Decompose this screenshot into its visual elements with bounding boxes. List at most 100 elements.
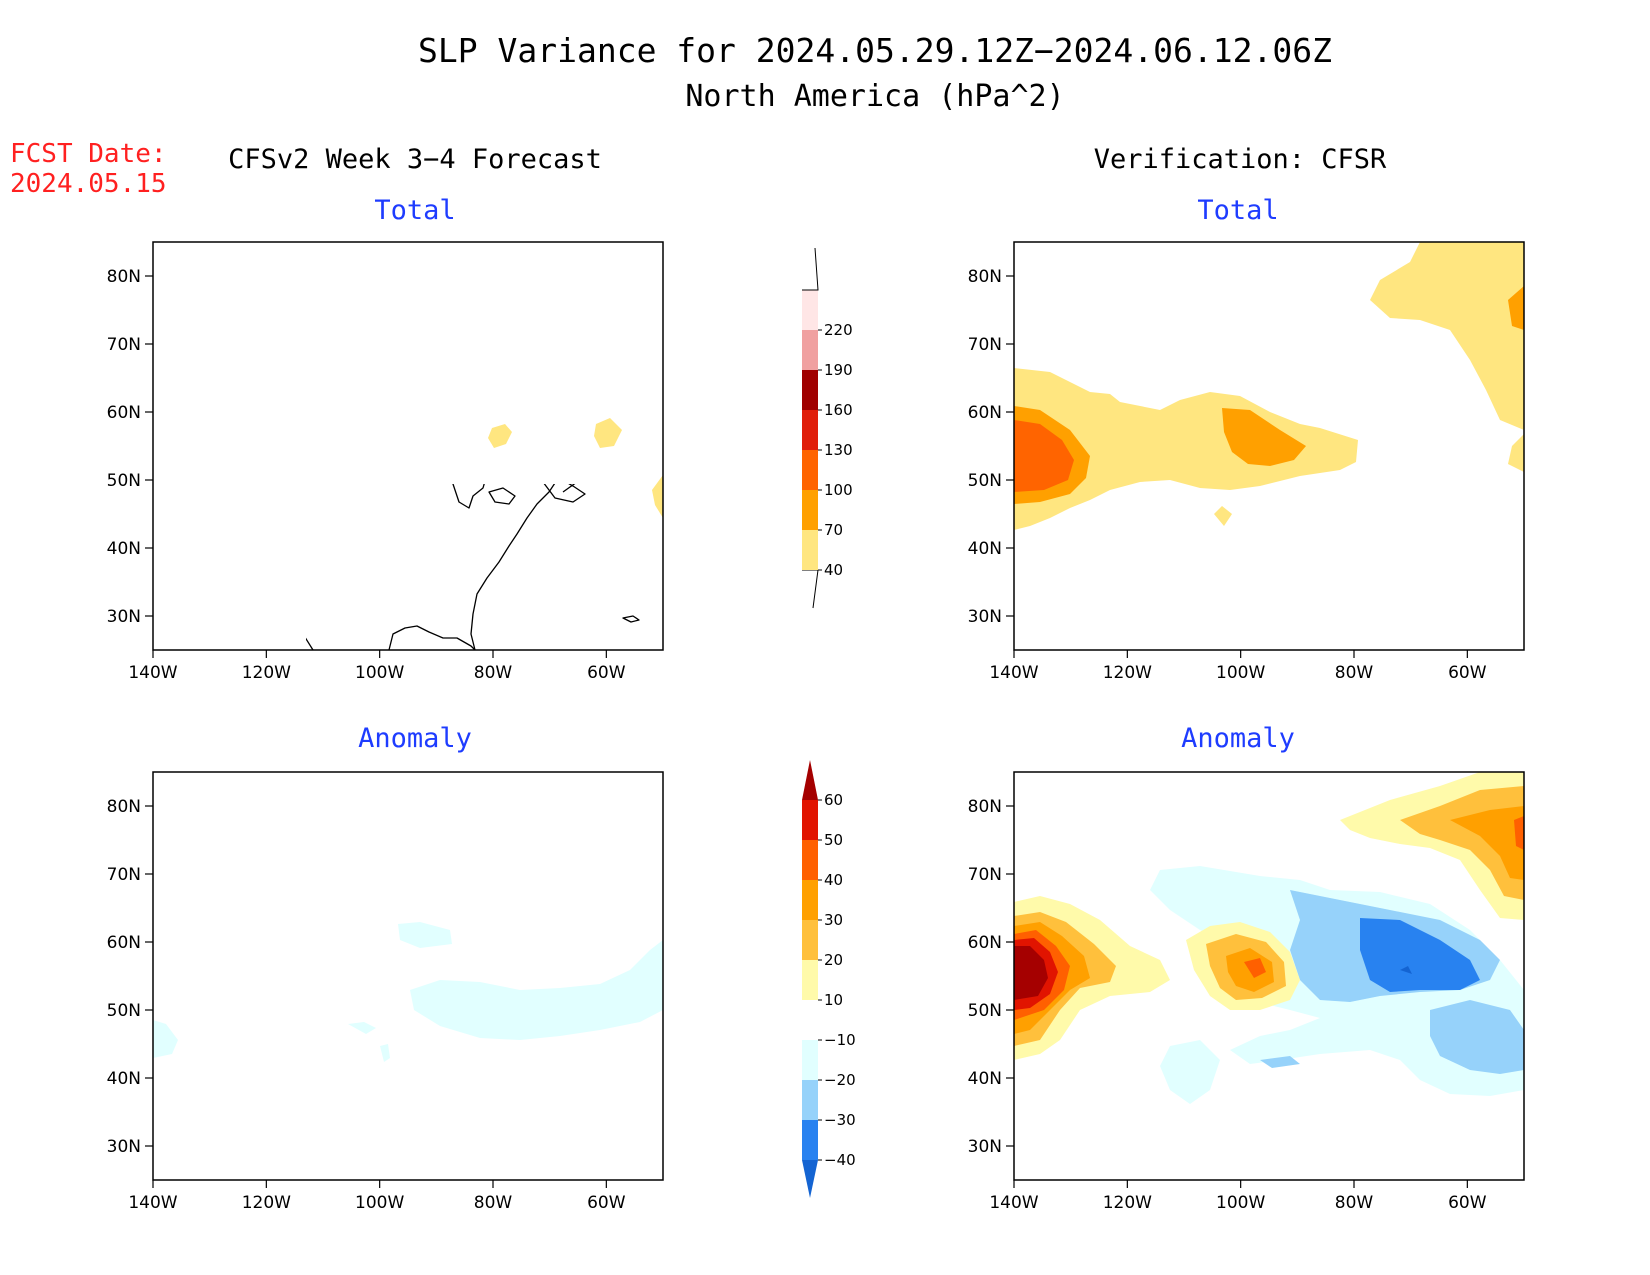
- coastline: [306, 484, 640, 651]
- colorbar-swatch: [802, 960, 818, 1000]
- lat-tick-label: 40N: [107, 539, 141, 559]
- colorbar-label: 70: [824, 521, 843, 539]
- fcst-total-title: Total: [374, 195, 455, 226]
- shaded-contours: [1014, 242, 1524, 530]
- colorbar-label: 60: [824, 791, 843, 809]
- fcst-date-label: FCST Date:: [10, 139, 167, 169]
- lat-tick-label: 40N: [107, 1069, 141, 1089]
- ver-total-title: Total: [1197, 195, 1278, 226]
- lon-tick-label: 120W: [242, 663, 291, 683]
- colorbar-label: 130: [824, 441, 853, 459]
- colorbar-swatch: [802, 1040, 818, 1080]
- coastline-segment: [488, 487, 516, 505]
- map-panel-verification-anomaly: 140W 120W 100W 80W 60W 30N 40N 50N 60N 70N 80N: [968, 771, 1525, 1213]
- lon-tick-label: 60W: [1448, 663, 1487, 683]
- lat-tick-label: 30N: [968, 1137, 1002, 1157]
- colorbar-lower-triangle: [802, 569, 819, 609]
- lat-tick-label: 30N: [107, 1137, 141, 1157]
- lat-tick-label: 60N: [968, 403, 1002, 423]
- shaded-contours: [153, 922, 663, 1062]
- lon-tick-label: 80W: [1335, 663, 1374, 683]
- lon-tick-label: 60W: [587, 1193, 626, 1213]
- lat-tick-label: 50N: [107, 471, 141, 491]
- lat-tick-label: 60N: [968, 933, 1002, 953]
- lat-tick-label: 70N: [968, 865, 1002, 885]
- colorbar-swatch: [802, 920, 818, 960]
- colorbar-swatch: [802, 330, 818, 370]
- coastline-segment: [543, 484, 586, 503]
- lon-tick-label: 120W: [1103, 663, 1152, 683]
- colorbar-label: 190: [824, 361, 853, 379]
- map-frame: [152, 241, 664, 651]
- colorbar-anomaly: −40 −30 −20 −10 10 20 30 40 50 60: [802, 760, 856, 1198]
- axis-ticks: 140W 120W 100W 80W 60W 30N 40N 50N 60N 70N 80N: [968, 267, 1487, 683]
- lat-tick-label: 80N: [107, 797, 141, 817]
- lon-tick-label: 80W: [474, 1193, 513, 1213]
- lon-tick-label: 100W: [355, 1193, 404, 1213]
- lon-tick-label: 60W: [587, 663, 626, 683]
- lat-tick-label: 50N: [107, 1001, 141, 1021]
- lon-tick-label: 100W: [355, 663, 404, 683]
- colorbar-swatch: [802, 840, 818, 880]
- main-subtitle: North America (hPa^2): [685, 79, 1064, 114]
- colorbar-label: 220: [824, 321, 853, 339]
- shaded-contours: [488, 418, 663, 518]
- colorbar-total: 40 70 100 130 160 190 220: [802, 247, 853, 609]
- map-panel-verification-total: 140W 120W 100W 80W 60W 30N 40N 50N 60N 70N 80N: [968, 241, 1525, 683]
- colorbar-swatch: [802, 410, 818, 450]
- colorbar-label: 40: [824, 561, 843, 579]
- lon-tick-label: 80W: [1335, 1193, 1374, 1213]
- lat-tick-label: 50N: [968, 1001, 1002, 1021]
- colorbar-swatch: [802, 800, 818, 840]
- colorbar-label: 30: [824, 911, 843, 929]
- colorbar-swatch: [802, 880, 818, 920]
- colorbar-swatch: [802, 450, 818, 490]
- colorbar-label: −30: [824, 1111, 856, 1129]
- lat-tick-label: 70N: [107, 865, 141, 885]
- colorbar-label: 40: [824, 871, 843, 889]
- colorbar-swatch: [802, 370, 818, 410]
- colorbar-swatch: [802, 1120, 818, 1160]
- lat-tick-label: 80N: [968, 267, 1002, 287]
- fcst-anom-title: Anomaly: [358, 723, 472, 754]
- axis-ticks: 140W 120W 100W 80W 60W 30N 40N 50N 60N 70N 80N: [107, 797, 626, 1213]
- colorbar-swatch: [802, 490, 818, 530]
- fcst-date-value: 2024.05.15: [10, 169, 167, 199]
- map-frame: [152, 771, 664, 1181]
- colorbar-swatch: [802, 290, 818, 330]
- coastline-segment: [470, 484, 556, 651]
- colorbar-lower-triangle: [802, 1160, 818, 1198]
- coastline-segment: [452, 484, 485, 509]
- colorbar-label: −40: [824, 1151, 856, 1169]
- colorbar-swatch: [802, 1000, 818, 1040]
- lat-tick-label: 60N: [107, 933, 141, 953]
- left-column-heading: CFSv2 Week 3−4 Forecast: [228, 144, 602, 175]
- lon-tick-label: 100W: [1216, 1193, 1265, 1213]
- map-frame: [1013, 771, 1525, 1181]
- colorbar-label: 10: [824, 991, 843, 1009]
- lon-tick-label: 140W: [989, 1193, 1038, 1213]
- lon-tick-label: 140W: [128, 1193, 177, 1213]
- lat-tick-label: 40N: [968, 1069, 1002, 1089]
- lat-tick-label: 80N: [107, 267, 141, 287]
- colorbar-swatch: [802, 530, 818, 570]
- colorbar-label: −10: [824, 1031, 856, 1049]
- map-panel-forecast-total: 140W 120W 100W 80W 60W 30N 40N 50N 60N 70N 80N: [107, 241, 664, 683]
- map-frame: [1013, 241, 1525, 651]
- lon-tick-label: 120W: [1103, 1193, 1152, 1213]
- lon-tick-label: 60W: [1448, 1193, 1487, 1213]
- lon-tick-label: 120W: [242, 1193, 291, 1213]
- colorbar-label: 50: [824, 831, 843, 849]
- lon-tick-label: 140W: [128, 663, 177, 683]
- colorbar-label: 20: [824, 951, 843, 969]
- colorbar-label: 100: [824, 481, 853, 499]
- coastline-segment: [388, 625, 476, 651]
- axis-ticks: 140W 120W 100W 80W 60W 30N 40N 50N 60N 70N 80N: [968, 797, 1487, 1213]
- colorbar-upper-triangle: [802, 247, 819, 291]
- right-column-heading: Verification: CFSR: [1094, 144, 1387, 175]
- axis-ticks: 140W 120W 100W 80W 60W 30N 40N 50N 60N 70N 80N: [107, 267, 626, 683]
- shaded-contours: [1014, 772, 1524, 1104]
- colorbar-upper-triangle: [802, 760, 818, 800]
- map-panel-forecast-anomaly: 140W 120W 100W 80W 60W 30N 40N 50N 60N 70N 80N: [107, 771, 664, 1213]
